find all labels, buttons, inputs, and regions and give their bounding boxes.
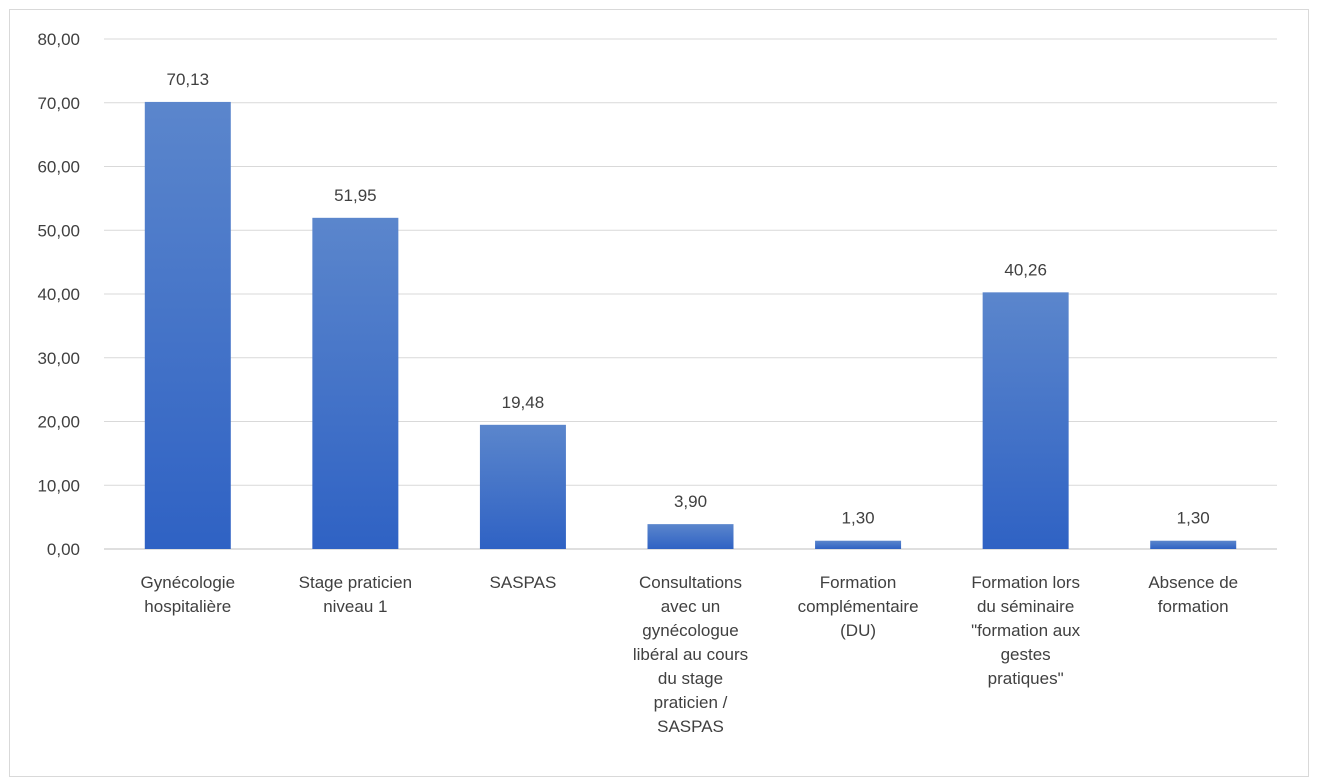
data-label: 1,30	[1177, 509, 1210, 528]
data-label: 70,13	[167, 70, 210, 89]
x-tick-label: Formation complémentaire (DU)	[798, 573, 919, 640]
bars	[144, 101, 1237, 549]
bar	[982, 292, 1069, 549]
x-tick-label: SASPAS	[490, 573, 557, 592]
y-tick-label: 60,00	[37, 158, 80, 177]
x-axis: Gynécologie hospitalière Stage praticien ni…	[141, 573, 1239, 736]
y-tick-label: 10,00	[37, 476, 80, 495]
x-tick-label: Gynécologie hospitalière	[141, 573, 236, 616]
y-tick-label: 0,00	[47, 540, 80, 559]
x-tick-label: Consultations avec un gynécologue libéral a…	[633, 573, 748, 736]
bar	[312, 217, 399, 549]
y-axis: 0,00 10,00 20,00 30,00 40,00 50,00 60,00 70,00 8…	[37, 30, 80, 559]
y-tick-label: 20,00	[37, 413, 80, 432]
y-tick-label: 70,00	[37, 94, 80, 113]
bar	[1150, 540, 1237, 549]
data-label: 3,90	[674, 492, 707, 511]
x-tick-label: Formation lors du séminaire "formation aux…	[971, 573, 1081, 688]
data-label: 19,48	[502, 393, 545, 412]
y-tick-label: 40,00	[37, 285, 80, 304]
x-tick-label: Stage praticien niveau 1	[299, 573, 412, 616]
bar	[144, 101, 231, 549]
gridlines	[104, 38, 1277, 550]
data-label: 40,26	[1004, 260, 1047, 279]
bar	[647, 524, 734, 549]
data-label: 1,30	[842, 509, 875, 528]
bar	[479, 424, 566, 549]
y-tick-label: 50,00	[37, 221, 80, 240]
data-labels: 70,13 51,95 19,48 3,90 1,30 40,26 1,30	[167, 70, 1210, 528]
bar	[815, 540, 902, 549]
data-label: 51,95	[334, 186, 377, 205]
y-tick-label: 80,00	[37, 30, 80, 49]
x-tick-label: Absence de formation	[1148, 573, 1238, 616]
y-tick-label: 30,00	[37, 349, 80, 368]
